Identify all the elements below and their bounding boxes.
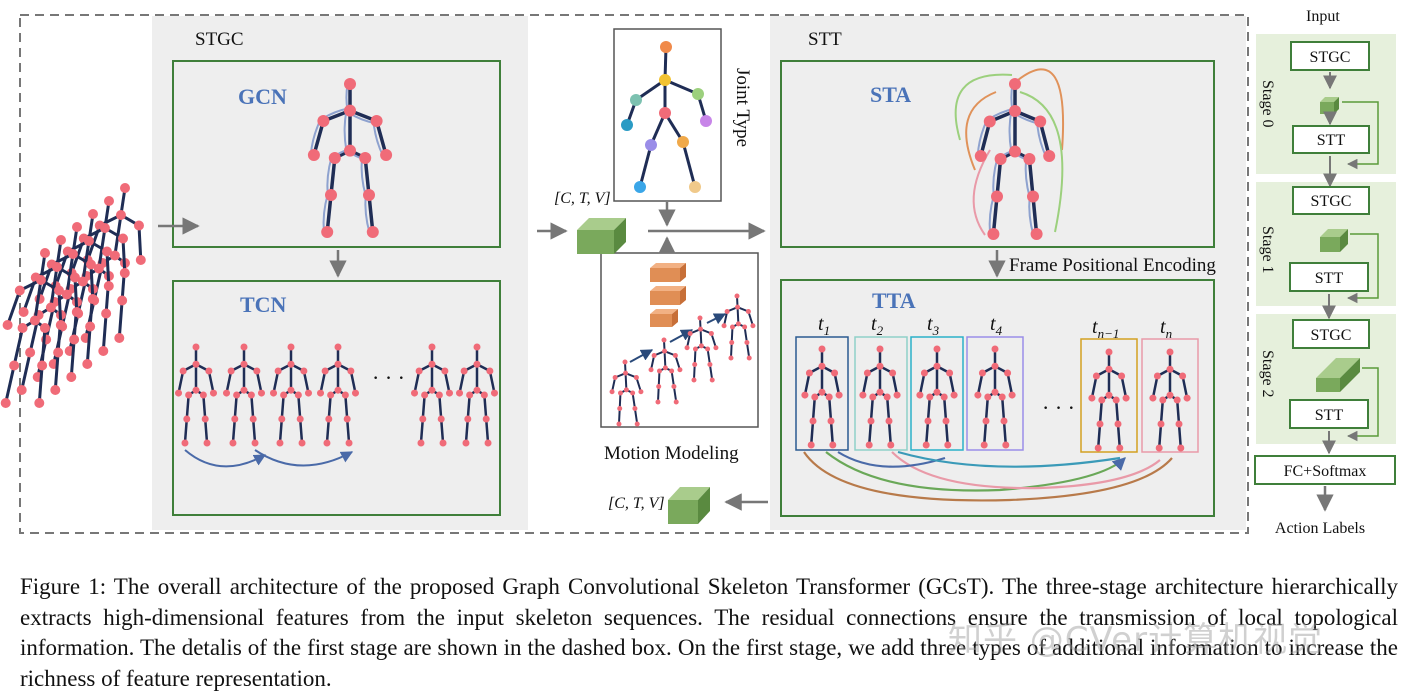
sta-skeleton	[974, 78, 1056, 240]
stgc-panel	[152, 16, 528, 530]
skeleton-layer	[0, 78, 1191, 452]
tcn-title: TCN	[240, 292, 287, 317]
motion-skeleton	[684, 315, 719, 383]
stage-2-stgc-label: STGC	[1311, 327, 1352, 344]
stage-1-label: Stage 1	[1259, 226, 1276, 274]
tta-skeleton	[859, 345, 901, 449]
gcn-box	[172, 60, 501, 248]
motion-skeleton	[648, 337, 683, 405]
tta-box	[780, 279, 1215, 517]
tcn-skeleton	[270, 343, 312, 447]
architecture-figure: STGC STT GCN TCN · · · Joint Type	[0, 8, 1396, 537]
gcn-skeleton	[307, 78, 393, 238]
frame-pe-label: Frame Positional Encoding	[1009, 255, 1216, 276]
input-tensor-label: [C, T, V]	[554, 190, 611, 207]
fc-softmax-box	[1254, 455, 1396, 485]
tta-title: TTA	[872, 288, 916, 313]
tcn-skeleton	[175, 343, 217, 447]
tcn-skeleton	[223, 343, 265, 447]
fc-softmax-label: FC+Softmax	[1284, 463, 1367, 480]
time-labels: t1 t2 t3 t4 tn−1 tn	[818, 313, 1172, 341]
frame-box-tn-1	[1080, 338, 1138, 453]
stage-0-stgc-label: STGC	[1310, 49, 1351, 66]
frame-box-tn	[1141, 338, 1199, 453]
stage-0-label: Stage 0	[1259, 80, 1276, 128]
tcn-skeleton	[456, 343, 498, 447]
joint-type-label: Joint Type	[732, 68, 753, 147]
stage-1-stgc-label: STGC	[1311, 193, 1352, 210]
stage-1-residual	[1346, 233, 1379, 304]
sta-attention-arcs	[954, 68, 1065, 236]
motion-modeling-label: Motion Modeling	[604, 443, 739, 464]
tta-skeleton	[801, 345, 843, 449]
time-label-t3: t3	[927, 313, 940, 338]
tcn-ellipsis: · · ·	[372, 365, 405, 390]
time-label-tn: tn	[1160, 316, 1172, 341]
time-label-t1: t1	[818, 313, 830, 338]
stage-2-stt-box	[1289, 399, 1369, 429]
output-tensor	[668, 487, 710, 524]
joint-type-joints	[621, 41, 712, 193]
motion-arrow	[629, 349, 654, 363]
input-tensor	[577, 218, 626, 254]
stgc-title: STGC	[195, 29, 244, 50]
stage-1-tensor	[1320, 229, 1348, 252]
output-tensor-label: [C, T, V]	[608, 495, 665, 512]
frame-box-t4	[966, 336, 1024, 451]
frame-box-t3	[910, 336, 964, 451]
frame-box-t2	[854, 336, 908, 451]
motion-skeleton	[609, 359, 644, 427]
sta-title: STA	[870, 82, 911, 107]
stage-2-label: Stage 2	[1259, 350, 1276, 398]
first-stage-dashed-box	[19, 14, 1249, 534]
tta-attention-arcs	[803, 450, 1173, 502]
tcn-arc	[184, 449, 267, 468]
stage-2-stt-label: STT	[1315, 407, 1344, 424]
input-skeleton	[0, 248, 66, 408]
tta-ellipsis: · · ·	[1042, 395, 1075, 420]
tta-skeleton	[916, 345, 958, 449]
time-label-t4: t4	[990, 313, 1003, 338]
time-label-t2: t2	[871, 313, 884, 338]
tta-skeleton	[1088, 348, 1130, 452]
stage-0-stt-label: STT	[1317, 132, 1346, 149]
sta-box	[780, 60, 1215, 248]
stage-0-tensor	[1320, 97, 1339, 114]
figure-caption: Figure 1: The overall architecture of th…	[20, 574, 1398, 691]
action-labels: Action Labels	[1275, 520, 1365, 537]
input-skeleton	[16, 235, 82, 395]
stage-2-tensor	[1316, 358, 1360, 392]
tcn-box	[172, 280, 501, 516]
stage-2-residual	[1346, 367, 1379, 442]
frame-box-t1	[795, 336, 849, 451]
watermark: 知乎 @CVer计算机视觉	[948, 620, 1324, 660]
tcn-arc	[254, 449, 354, 467]
tcn-skeleton	[411, 343, 453, 447]
stage-1-stt-box	[1289, 262, 1369, 292]
tta-skeleton	[974, 345, 1016, 449]
stage-1-stt-label: STT	[1315, 270, 1344, 287]
stage-0-residual	[1342, 101, 1379, 170]
stage-1-stgc-box	[1292, 186, 1370, 215]
tta-skeleton	[1149, 348, 1191, 452]
time-label-tn-1: tn−1	[1092, 316, 1119, 341]
motion-skeleton	[721, 293, 756, 361]
tcn-skeleton	[317, 343, 359, 447]
stage-0-stt-box	[1292, 125, 1370, 154]
gcn-title: GCN	[238, 84, 287, 109]
stage-0-stgc-box	[1290, 41, 1370, 71]
motion-arrow	[706, 313, 727, 325]
stage-2-stgc-box	[1292, 319, 1370, 349]
stt-title: STT	[808, 29, 842, 50]
input-label: Input	[1306, 8, 1340, 25]
feature-cubes	[650, 263, 686, 327]
